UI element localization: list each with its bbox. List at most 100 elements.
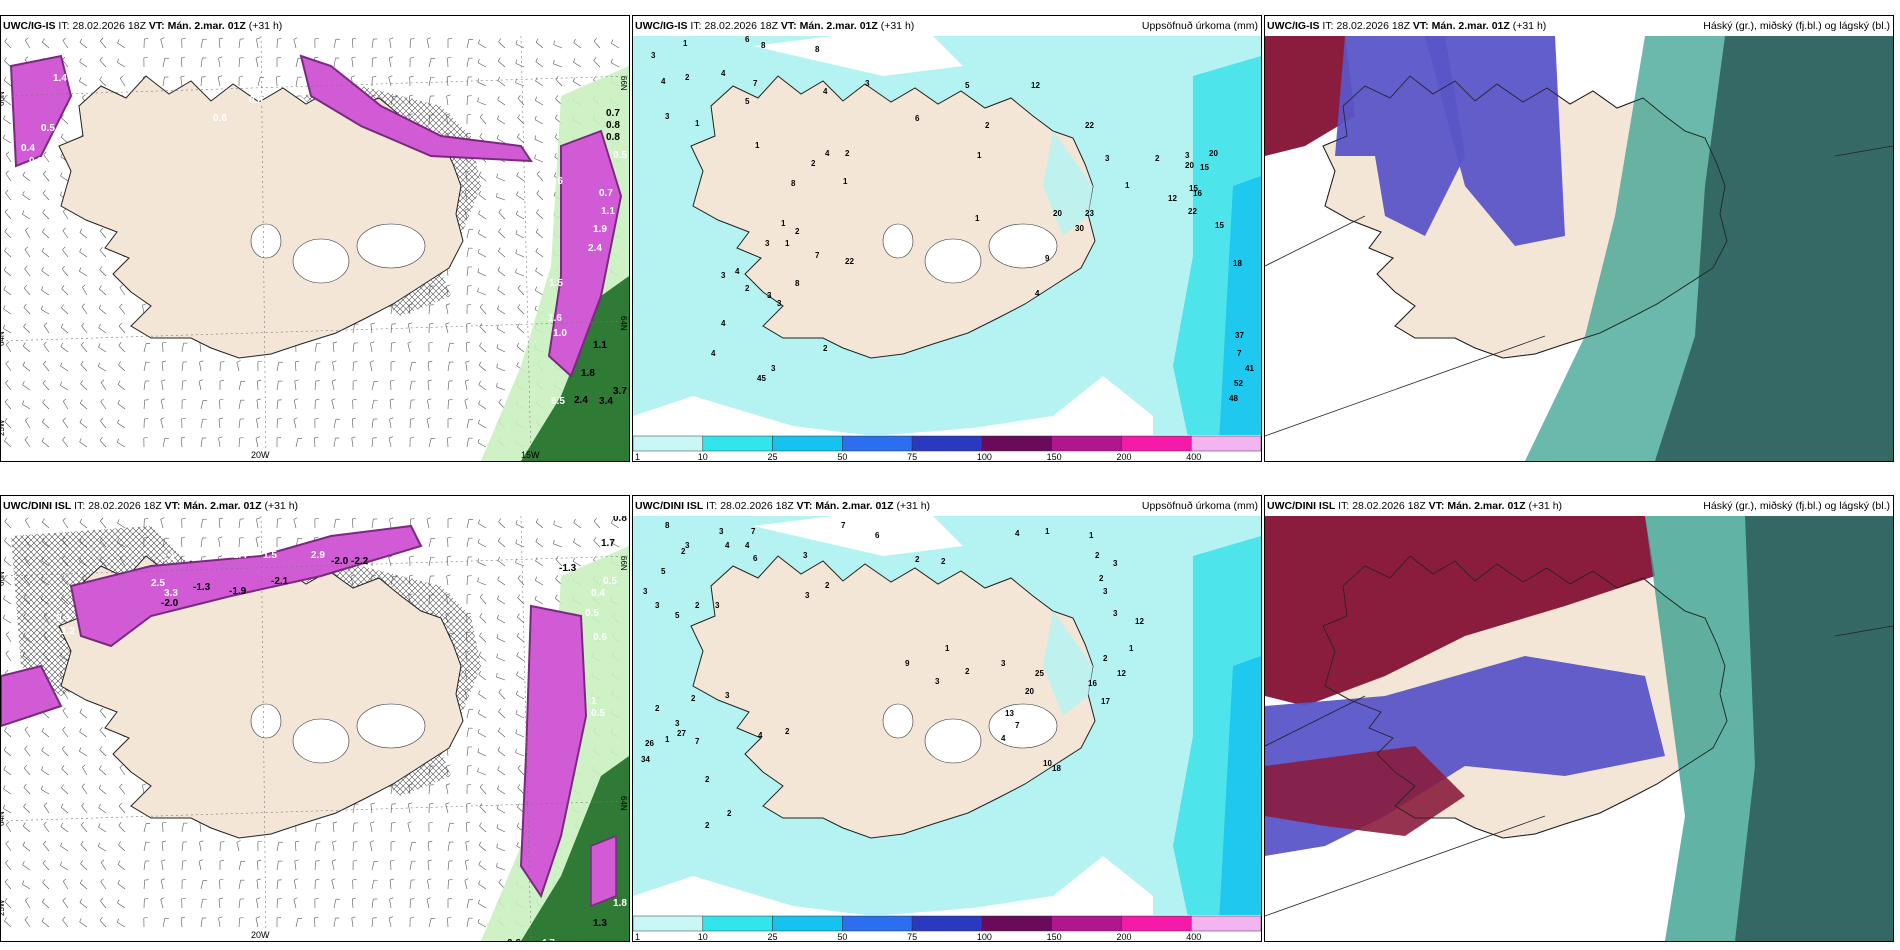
precip-value: 1	[755, 141, 760, 150]
colorbar-swatch	[702, 915, 773, 932]
colorbar-swatch	[633, 435, 704, 452]
panel-dini-temperature: UWC/DINI ISL IT: 28.02.2026 18Z VT: Mán.…	[0, 495, 630, 942]
precip-value: 16	[1193, 189, 1202, 198]
map-clouds	[1265, 36, 1893, 461]
lat-label: 64N	[1, 811, 6, 826]
lat-label: 66N	[619, 556, 628, 571]
precip-value: 3	[777, 299, 782, 308]
precip-value: 4	[1015, 529, 1020, 538]
colorbar-swatch	[772, 435, 843, 452]
glacier	[882, 703, 914, 739]
precip-value: 8	[795, 279, 800, 288]
map-precipitation: 8 3 3 4 7 2 5 3 3 2 3 5 4 6 3 7 6 2 2 3 2 4 1 1 2 3 2 3 3 2 1 12 12 16 17 1…	[633, 516, 1261, 941]
colorbar-swatch	[1121, 915, 1192, 932]
temperature-value: 1.3	[593, 918, 607, 929]
precip-value: 1	[1125, 181, 1130, 190]
precip-value: 3	[765, 239, 770, 248]
precip-value: 3	[771, 364, 776, 373]
model-label: UWC/IG-IS	[635, 20, 688, 32]
low-cloud	[1265, 516, 1655, 706]
boundary-line	[1265, 815, 1546, 917]
precip-value: 3	[1001, 659, 1006, 668]
glacier	[292, 718, 350, 764]
boundary-line	[1265, 215, 1366, 267]
precip-value: 2	[915, 555, 920, 564]
boundary-line	[1265, 335, 1546, 437]
colorbar-tick: 200	[1116, 932, 1131, 941]
it-value: 28.02.2026 18Z	[1352, 500, 1426, 512]
temperature-value: 1.9	[593, 224, 607, 235]
colorbar-tick: 400	[1186, 932, 1201, 941]
temperature-value: 2.5	[151, 578, 165, 589]
precip-value: 15	[1215, 221, 1224, 230]
temperature-value: 1.7	[601, 538, 615, 549]
colorbar-tick: 25	[768, 452, 778, 461]
precip-value: 20	[1025, 687, 1034, 696]
lon-label: 15W	[521, 450, 540, 460]
precip-value: 8	[761, 41, 766, 50]
precip-value: 6	[753, 554, 758, 563]
coastline	[1322, 555, 1728, 839]
magenta-plume	[590, 834, 617, 908]
map-temperature-wind: 20W 66N 64N 25W 64N 66N 3.4 1.4 1.5 2.9 -2.0 -2.2 -1…	[1, 516, 629, 941]
glacier	[882, 223, 914, 259]
temperature-value: 0.8	[613, 516, 627, 524]
precip-value: 2	[727, 809, 732, 818]
precip-value: 3	[1185, 151, 1190, 160]
temperature-value: -1.9	[229, 586, 247, 597]
magenta-plume	[9, 54, 73, 168]
precip-value: 3	[685, 541, 690, 550]
colorbar-tick: 100	[977, 932, 992, 941]
vt-label: VT:	[148, 20, 165, 32]
colorbar-swatch	[1190, 915, 1261, 932]
precip-value: 15	[1200, 163, 1209, 172]
glacier	[292, 238, 350, 284]
precip-value: 5	[745, 97, 750, 106]
lat-label: 64N	[1, 331, 6, 346]
precip-value: 26	[645, 739, 654, 748]
precip-value: 20	[1185, 161, 1194, 170]
temperature-value: 0.8	[606, 120, 620, 131]
colorbar-swatch	[911, 435, 983, 452]
precip-value: 2	[823, 344, 828, 353]
precip-value: 1	[977, 151, 982, 160]
precip-value: 2	[705, 775, 710, 784]
lat-label: 66N	[1, 571, 6, 586]
precip-value: 22	[1188, 207, 1197, 216]
precip-value: 52	[1234, 379, 1243, 388]
precip-value: 1	[1129, 644, 1134, 653]
glacier	[988, 223, 1058, 269]
temperature-value: 1.6	[549, 176, 563, 187]
precip-value: 4	[711, 349, 716, 358]
temperature-value: 1.6	[548, 313, 562, 324]
precip-value: 2	[695, 601, 700, 610]
precip-value: 3	[935, 677, 940, 686]
precip-value: 3	[803, 551, 808, 560]
precip-value: 9	[905, 659, 910, 668]
precip-value: 2	[681, 547, 686, 556]
boundary-line	[1265, 695, 1366, 747]
precip-value: 20	[1209, 149, 1218, 158]
temperature-value: 1.5	[263, 550, 277, 561]
precip-value: 3	[721, 271, 726, 280]
panel-dini-precipitation: UWC/DINI ISL IT: 28.02.2026 18Z VT: Mán.…	[632, 495, 1262, 942]
precip-value: 2	[825, 581, 830, 590]
precip-value: 12	[1135, 617, 1144, 626]
temperature-value: 0.3	[29, 156, 43, 167]
it-label: IT:	[706, 500, 718, 512]
vt-value: Mán. 2.mar. 01Z	[799, 20, 878, 32]
panel-header: UWC/DINI ISL IT: 28.02.2026 18Z VT: Mán.…	[633, 496, 1261, 516]
precip-value: 34	[641, 755, 650, 764]
coastline	[1322, 75, 1728, 359]
temperature-value: 0.4	[591, 588, 605, 599]
temperature-value: 3.4	[161, 553, 175, 564]
precip-value: 4	[721, 69, 726, 78]
lat-label: 64N	[619, 796, 628, 811]
glacier	[356, 223, 426, 269]
low-cloud	[1265, 746, 1465, 836]
it-label: IT:	[74, 500, 86, 512]
mid-cloud	[1335, 36, 1465, 236]
precip-value: 5	[965, 81, 970, 90]
magenta-plume	[547, 129, 623, 378]
precip-value: 18	[1233, 259, 1242, 268]
